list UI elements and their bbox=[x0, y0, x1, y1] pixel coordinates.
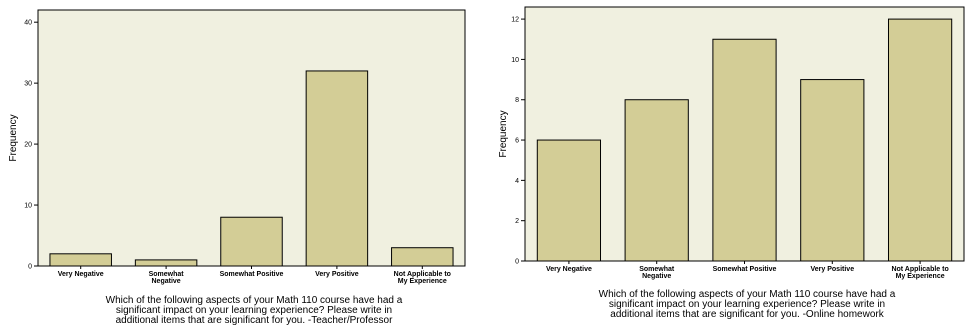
chart-left: 0 10 20 30 40 Frequency Very Negative Somewhat N… bbox=[0, 0, 470, 331]
y-tick-label: 0 bbox=[515, 259, 519, 266]
x-tick-label: Very Negative bbox=[546, 266, 592, 273]
x-tick-label: Not Applicable to bbox=[891, 266, 948, 273]
x-tick-label: Very Positive bbox=[315, 271, 359, 278]
bar bbox=[134, 259, 198, 267]
x-axis-title-line: Which of the following aspects of your M… bbox=[598, 289, 896, 300]
y-tick-label: 12 bbox=[511, 17, 519, 24]
x-axis-title-line: Which of the following aspects of your M… bbox=[105, 295, 403, 306]
x-tick-label: Very Negative bbox=[58, 271, 104, 278]
x-axis-title-line: additional items that are significant fo… bbox=[115, 315, 393, 326]
y-tick-label: 4 bbox=[515, 178, 519, 185]
x-tick-label: Not Applicable to bbox=[394, 271, 451, 278]
y-tick-label: 2 bbox=[515, 218, 519, 225]
y-tick-label: 20 bbox=[24, 142, 32, 149]
bar bbox=[712, 38, 777, 262]
y-tick-label: 8 bbox=[515, 97, 519, 104]
x-tick-label: My Experience bbox=[896, 273, 945, 280]
x-axis-title-line: significant impact on your learning expe… bbox=[115, 305, 393, 316]
x-tick-label: Somewhat Positive bbox=[713, 266, 777, 273]
x-axis-title-right: Which of the following aspects of your M… bbox=[525, 290, 969, 320]
bar bbox=[305, 70, 369, 267]
chart-right: 0 2 4 6 8 10 12 Frequency Very Negative Somewhat N… bbox=[490, 0, 969, 331]
y-tick-label: 40 bbox=[24, 20, 32, 27]
bar bbox=[800, 79, 865, 262]
bar bbox=[536, 139, 602, 262]
y-tick-label: 6 bbox=[515, 138, 519, 145]
x-tick-label: Somewhat bbox=[149, 271, 185, 278]
x-tick-label: My Experience bbox=[398, 278, 447, 285]
x-axis-title-line: significant impact on your learning expe… bbox=[608, 299, 886, 310]
bar bbox=[391, 247, 454, 267]
x-axis-title-left: Which of the following aspects of your M… bbox=[38, 296, 470, 326]
y-tick-label: 10 bbox=[24, 203, 32, 210]
y-axis-title: Frequency bbox=[8, 114, 19, 161]
bar bbox=[887, 18, 953, 262]
bar bbox=[624, 99, 689, 262]
x-tick-label: Somewhat Positive bbox=[220, 271, 284, 278]
y-tick-label: 10 bbox=[511, 57, 519, 64]
x-tick-label: Very Positive bbox=[811, 266, 855, 273]
bar bbox=[220, 216, 283, 267]
x-axis-title-line: additional items that are significant fo… bbox=[610, 309, 884, 320]
x-tick-label: Somewhat bbox=[639, 266, 675, 273]
x-tick-label: Negative bbox=[152, 278, 181, 285]
y-axis-title: Frequency bbox=[498, 110, 509, 157]
y-tick-label: 0 bbox=[28, 264, 32, 271]
x-tick-label: Negative bbox=[642, 273, 671, 280]
y-tick-label: 30 bbox=[24, 81, 32, 88]
bar bbox=[49, 253, 112, 267]
